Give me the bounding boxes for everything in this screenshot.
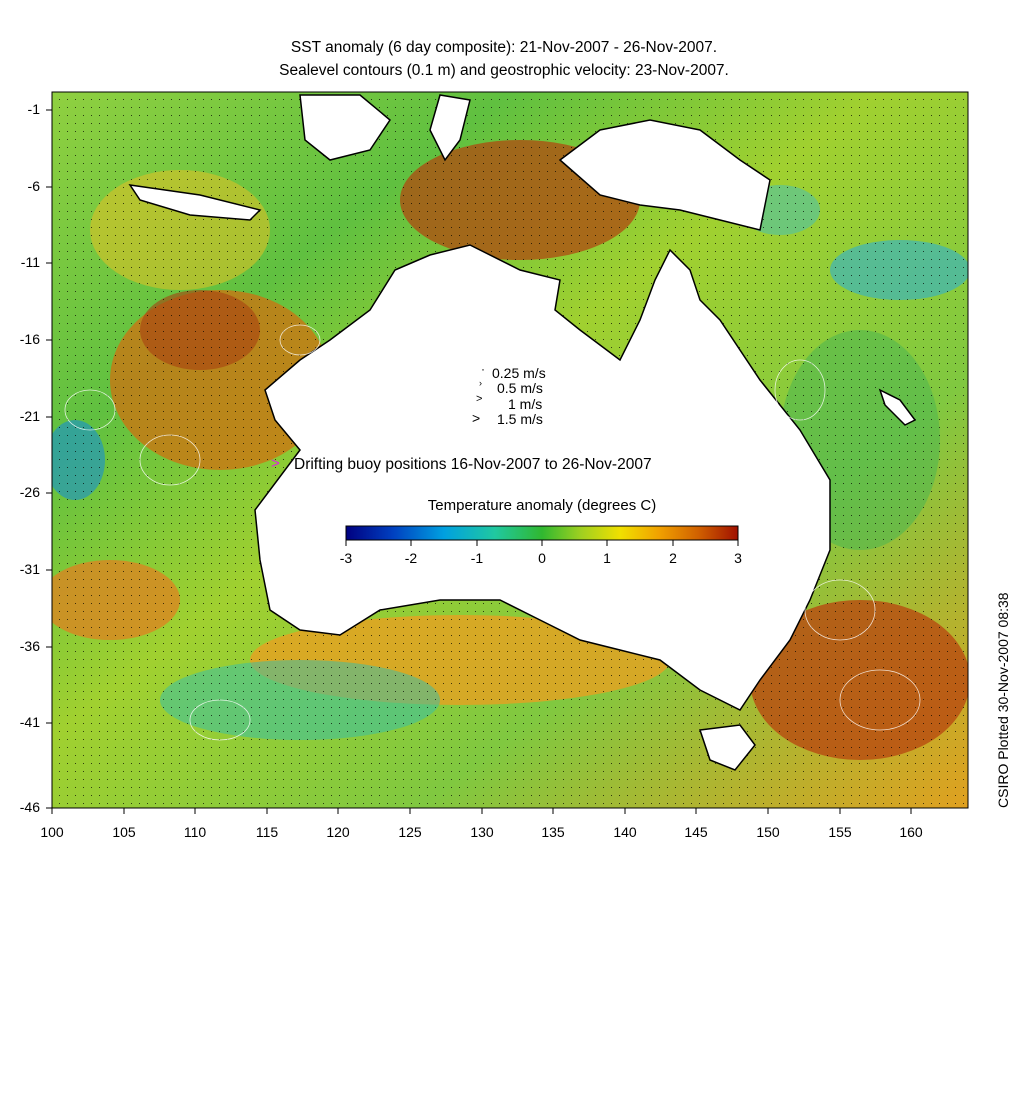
x-axis-ticks — [51, 808, 912, 814]
csiro-credit: CSIRO Plotted 30-Nov-2007 08:38 — [995, 592, 1011, 808]
borneo-landmass — [299, 94, 391, 161]
colorbar-tick-label: -2 — [404, 550, 418, 566]
x-tick-label: 150 — [756, 824, 780, 840]
colorbar-tick-label: -3 — [339, 550, 353, 566]
map-title-line-2: Sealevel contours (0.1 m) and geostrophi… — [279, 62, 729, 79]
x-tick-label: 115 — [255, 824, 279, 840]
buoy-marker-icon: > — [271, 455, 280, 472]
y-tick-label: -31 — [19, 561, 40, 577]
y-tick-label: -1 — [27, 101, 40, 117]
sst-anomaly-map — [46, 91, 969, 814]
x-tick-label: 160 — [899, 824, 923, 840]
australia-landmass — [254, 244, 831, 711]
y-tick-label: -26 — [19, 484, 40, 500]
x-tick-label: 125 — [398, 824, 422, 840]
x-tick-label: 145 — [684, 824, 708, 840]
x-tick-label: 120 — [326, 824, 350, 840]
y-tick-label: -11 — [20, 254, 40, 270]
new-caledonia-landmass — [878, 388, 917, 426]
y-tick-label: -41 — [19, 714, 40, 730]
colorbar-tick-label: -1 — [470, 550, 484, 566]
colorbar-tick-label: 1 — [603, 550, 611, 566]
y-tick-label: -6 — [27, 178, 40, 194]
x-tick-label: 155 — [828, 824, 852, 840]
velocity-legend-label: 0.25 m/s — [492, 365, 546, 381]
colorbar-tick-label: 0 — [538, 550, 546, 566]
x-tick-label: 140 — [613, 824, 637, 840]
y-axis-ticks — [46, 109, 52, 809]
colorbar-ticks — [345, 540, 739, 546]
velocity-legend-label: 1 m/s — [508, 396, 543, 412]
velocity-arrow-icon: · — [481, 362, 485, 376]
colorbar-tick-label: 2 — [669, 550, 677, 566]
colorbar — [345, 525, 739, 541]
y-tick-label: -16 — [19, 331, 40, 347]
x-tick-label: 105 — [112, 824, 136, 840]
new-guinea-landmass — [558, 119, 771, 231]
sealevel-contours — [64, 324, 921, 741]
java-landmass — [128, 184, 262, 221]
y-tick-label: -21 — [19, 408, 40, 424]
colorbar-title: Temperature anomaly (degrees C) — [427, 497, 657, 514]
y-tick-label: -46 — [19, 799, 40, 815]
land — [128, 94, 917, 771]
velocity-arrow-icon: › — [479, 378, 482, 388]
buoy-legend-label: Drifting buoy positions 16-Nov-2007 to 2… — [294, 456, 652, 473]
velocity-arrow-icon: > — [472, 410, 481, 426]
tasmania-landmass — [698, 724, 756, 771]
x-tick-label: 100 — [40, 824, 64, 840]
velocity-arrow-icon: > — [476, 393, 483, 405]
velocity-legend-label: 1.5 m/s — [497, 411, 543, 427]
map-title-line-1: SST anomaly (6 day composite): 21-Nov-20… — [290, 39, 718, 56]
velocity-legend-label: 0.5 m/s — [497, 380, 543, 396]
sulawesi-landmass — [429, 94, 471, 162]
x-tick-label: 130 — [470, 824, 494, 840]
colorbar-tick-label: 3 — [734, 550, 742, 566]
y-tick-label: -36 — [19, 638, 40, 654]
x-tick-label: 135 — [541, 824, 565, 840]
plot-frame — [51, 91, 969, 809]
x-tick-label: 110 — [183, 824, 207, 840]
